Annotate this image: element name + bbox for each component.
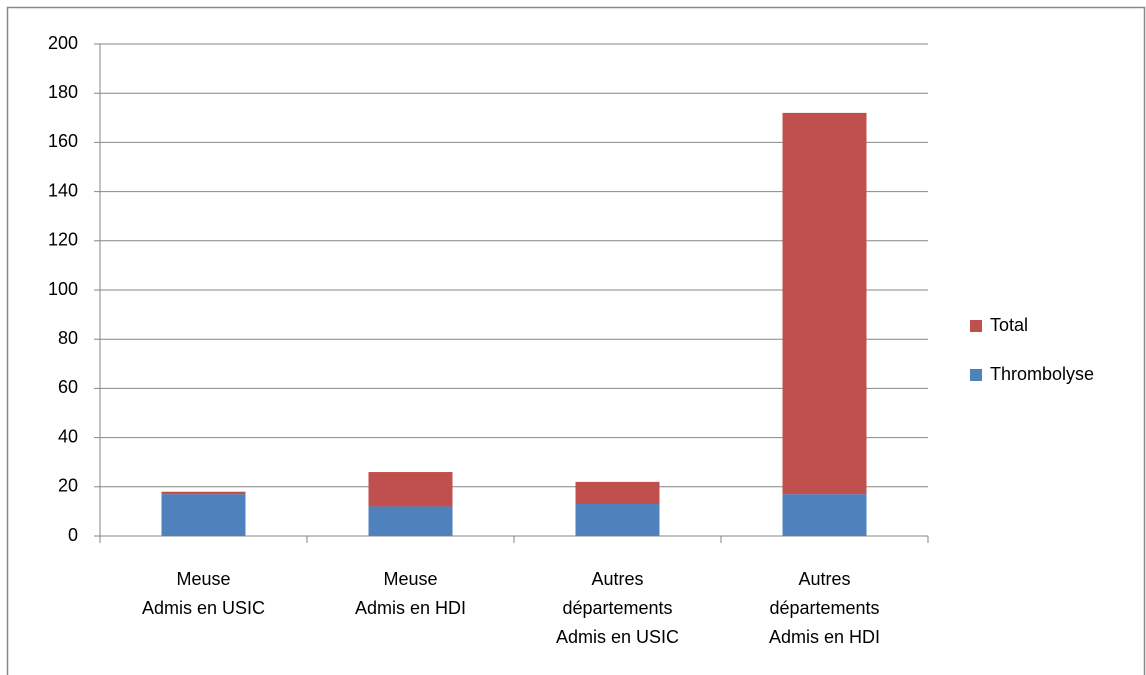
y-tick-label: 160 [48, 131, 78, 151]
x-tick-label: Admis en HDI [355, 598, 466, 618]
y-tick-label: 80 [58, 328, 78, 348]
legend-label: Thrombolyse [990, 364, 1094, 384]
legend-label: Total [990, 315, 1028, 335]
bar-segment [161, 494, 246, 536]
x-tick-label: Meuse [176, 569, 230, 589]
y-tick-label: 60 [58, 377, 78, 397]
legend-swatch [970, 320, 982, 332]
y-tick-label: 180 [48, 82, 78, 102]
x-tick-label: Autres [591, 569, 643, 589]
y-tick-label: 20 [58, 476, 78, 496]
x-tick-label: Admis en USIC [556, 627, 679, 647]
y-tick-label: 140 [48, 180, 78, 200]
x-tick-label: départements [769, 598, 879, 618]
x-tick-label: Meuse [383, 569, 437, 589]
x-tick-label: Admis en HDI [769, 627, 880, 647]
bar-segment [161, 491, 246, 495]
y-tick-label: 40 [58, 426, 78, 446]
bar-segment [368, 472, 453, 507]
y-tick-label: 100 [48, 279, 78, 299]
y-tick-label: 0 [68, 525, 78, 545]
bar-segment [782, 112, 867, 495]
bar-segment [575, 504, 660, 536]
chart-frame [6, 6, 1146, 675]
bar-segment [575, 481, 660, 505]
y-tick-label: 200 [48, 33, 78, 53]
bar-segment [782, 494, 867, 536]
bar-segment [368, 506, 453, 536]
x-tick-label: Autres [798, 569, 850, 589]
y-tick-label: 120 [48, 230, 78, 250]
x-tick-label: Admis en USIC [142, 598, 265, 618]
legend-swatch [970, 369, 982, 381]
x-tick-label: départements [562, 598, 672, 618]
